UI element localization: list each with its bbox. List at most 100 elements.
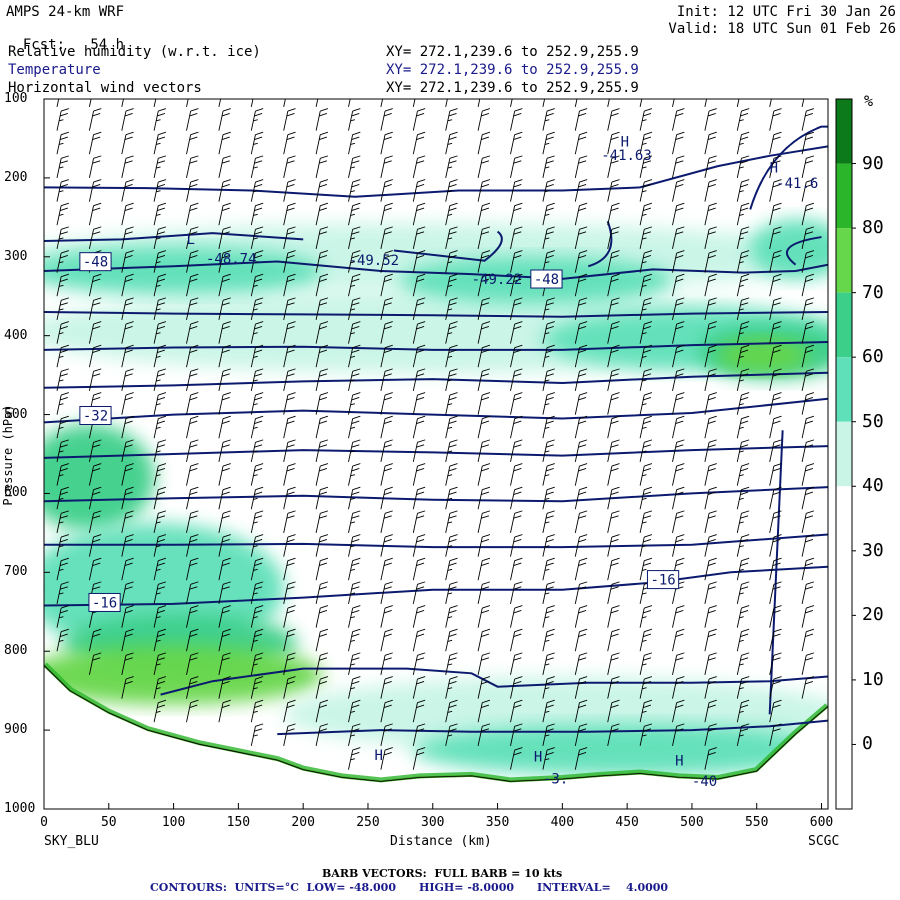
wind-barb	[672, 99, 678, 107]
wind-barb	[477, 723, 491, 746]
wind-barb	[283, 99, 289, 107]
extremum-label: L	[187, 232, 195, 248]
wind-barb	[736, 392, 750, 415]
forecast-value: 54 h	[90, 37, 125, 53]
wind-barb	[510, 605, 523, 628]
isotherm-vertical	[768, 430, 784, 715]
rh-region-11	[44, 645, 324, 705]
wind-barb	[186, 297, 199, 320]
wind-barb	[412, 652, 426, 675]
wind-barb	[769, 108, 782, 131]
wind-barb	[477, 605, 491, 628]
wind-barb	[445, 273, 458, 297]
wind-barb	[88, 131, 102, 155]
wind-barb	[672, 226, 685, 249]
wind-barb	[445, 557, 458, 581]
wind-barb	[574, 723, 588, 746]
wind-barb	[186, 155, 199, 178]
wind-barb	[186, 392, 199, 415]
wind-barb	[88, 463, 102, 486]
wind-barb	[380, 321, 393, 344]
colorbar-segment	[836, 421, 852, 487]
wind-barb	[574, 273, 588, 297]
isotherm-label: -40	[692, 774, 717, 790]
wind-barb	[542, 250, 555, 273]
wind-barb	[704, 155, 717, 178]
wind-barb	[315, 131, 329, 155]
wind-barb	[542, 628, 555, 652]
wind-barb	[88, 344, 102, 368]
wind-barb	[704, 344, 717, 368]
wind-barb	[445, 534, 458, 557]
wind-barb	[56, 344, 69, 368]
wind-barb	[510, 344, 523, 368]
wind-barb	[88, 652, 102, 675]
colorbar-segment	[836, 679, 852, 745]
wind-barb	[283, 273, 296, 297]
y-tick-label: 600	[4, 485, 28, 501]
wind-barb	[412, 321, 426, 344]
wind-barb	[445, 392, 458, 415]
wind-barb	[510, 510, 523, 533]
wind-barb	[218, 510, 231, 533]
wind-barb	[153, 652, 167, 675]
wind-barb	[542, 202, 555, 226]
wind-barb	[218, 463, 231, 486]
x-axis-label: Distance (km)	[390, 834, 492, 849]
wind-barb	[153, 297, 167, 320]
wind-barb	[315, 699, 329, 723]
wind-barb	[801, 344, 815, 368]
wind-barb	[769, 273, 782, 297]
wind-barb	[121, 250, 134, 273]
wind-barb	[510, 676, 523, 699]
colorbar-label: 30	[862, 539, 884, 561]
wind-barb	[445, 226, 458, 249]
forecast-hour: Fcst: 54 h	[6, 21, 124, 53]
wind-barb	[283, 676, 296, 699]
field-name-wind: Horizontal wind vectors	[8, 80, 202, 96]
wind-barb	[186, 273, 199, 297]
wind-barb	[250, 108, 264, 131]
wind-barb	[218, 652, 231, 675]
wind-barb	[186, 605, 199, 628]
wind-barb	[186, 510, 199, 533]
isotherm-4	[44, 341, 828, 351]
wind-barb	[250, 628, 264, 652]
wind-barb	[639, 723, 653, 746]
isotherm-high-cell	[749, 125, 828, 210]
wind-barb	[348, 510, 361, 533]
wind-barb	[704, 510, 717, 533]
wind-barb	[121, 581, 134, 604]
wind-barb	[607, 486, 620, 510]
wind-barb	[218, 108, 231, 131]
wind-barb	[672, 652, 685, 675]
wind-barb	[510, 368, 523, 391]
wind-barb	[672, 321, 685, 344]
wind-barb	[218, 605, 231, 628]
wind-barb	[380, 297, 393, 320]
wind-barb	[315, 179, 329, 202]
wind-barb	[88, 510, 102, 533]
colorbar-label: 20	[862, 604, 884, 626]
colorbar-segment	[836, 228, 852, 293]
wind-barb	[736, 297, 750, 320]
wind-barb	[736, 534, 750, 557]
isotherm-7	[44, 445, 828, 459]
wind-barb	[445, 108, 458, 131]
extremum-label: H	[770, 160, 778, 176]
wind-barb	[348, 747, 361, 770]
wind-barb	[348, 605, 361, 628]
wind-barb	[380, 486, 393, 510]
wind-barb	[607, 628, 620, 652]
wind-barb	[672, 273, 685, 297]
wind-barb	[186, 321, 199, 344]
wind-barb	[380, 344, 393, 368]
terrain	[44, 664, 828, 809]
wind-barb	[88, 297, 102, 320]
wind-barb	[186, 581, 199, 604]
wind-barb	[736, 202, 750, 226]
wind-barb	[542, 486, 555, 510]
x-tick-label: 50	[100, 815, 117, 830]
wind-barb	[412, 131, 426, 155]
wind-barb	[607, 155, 620, 178]
